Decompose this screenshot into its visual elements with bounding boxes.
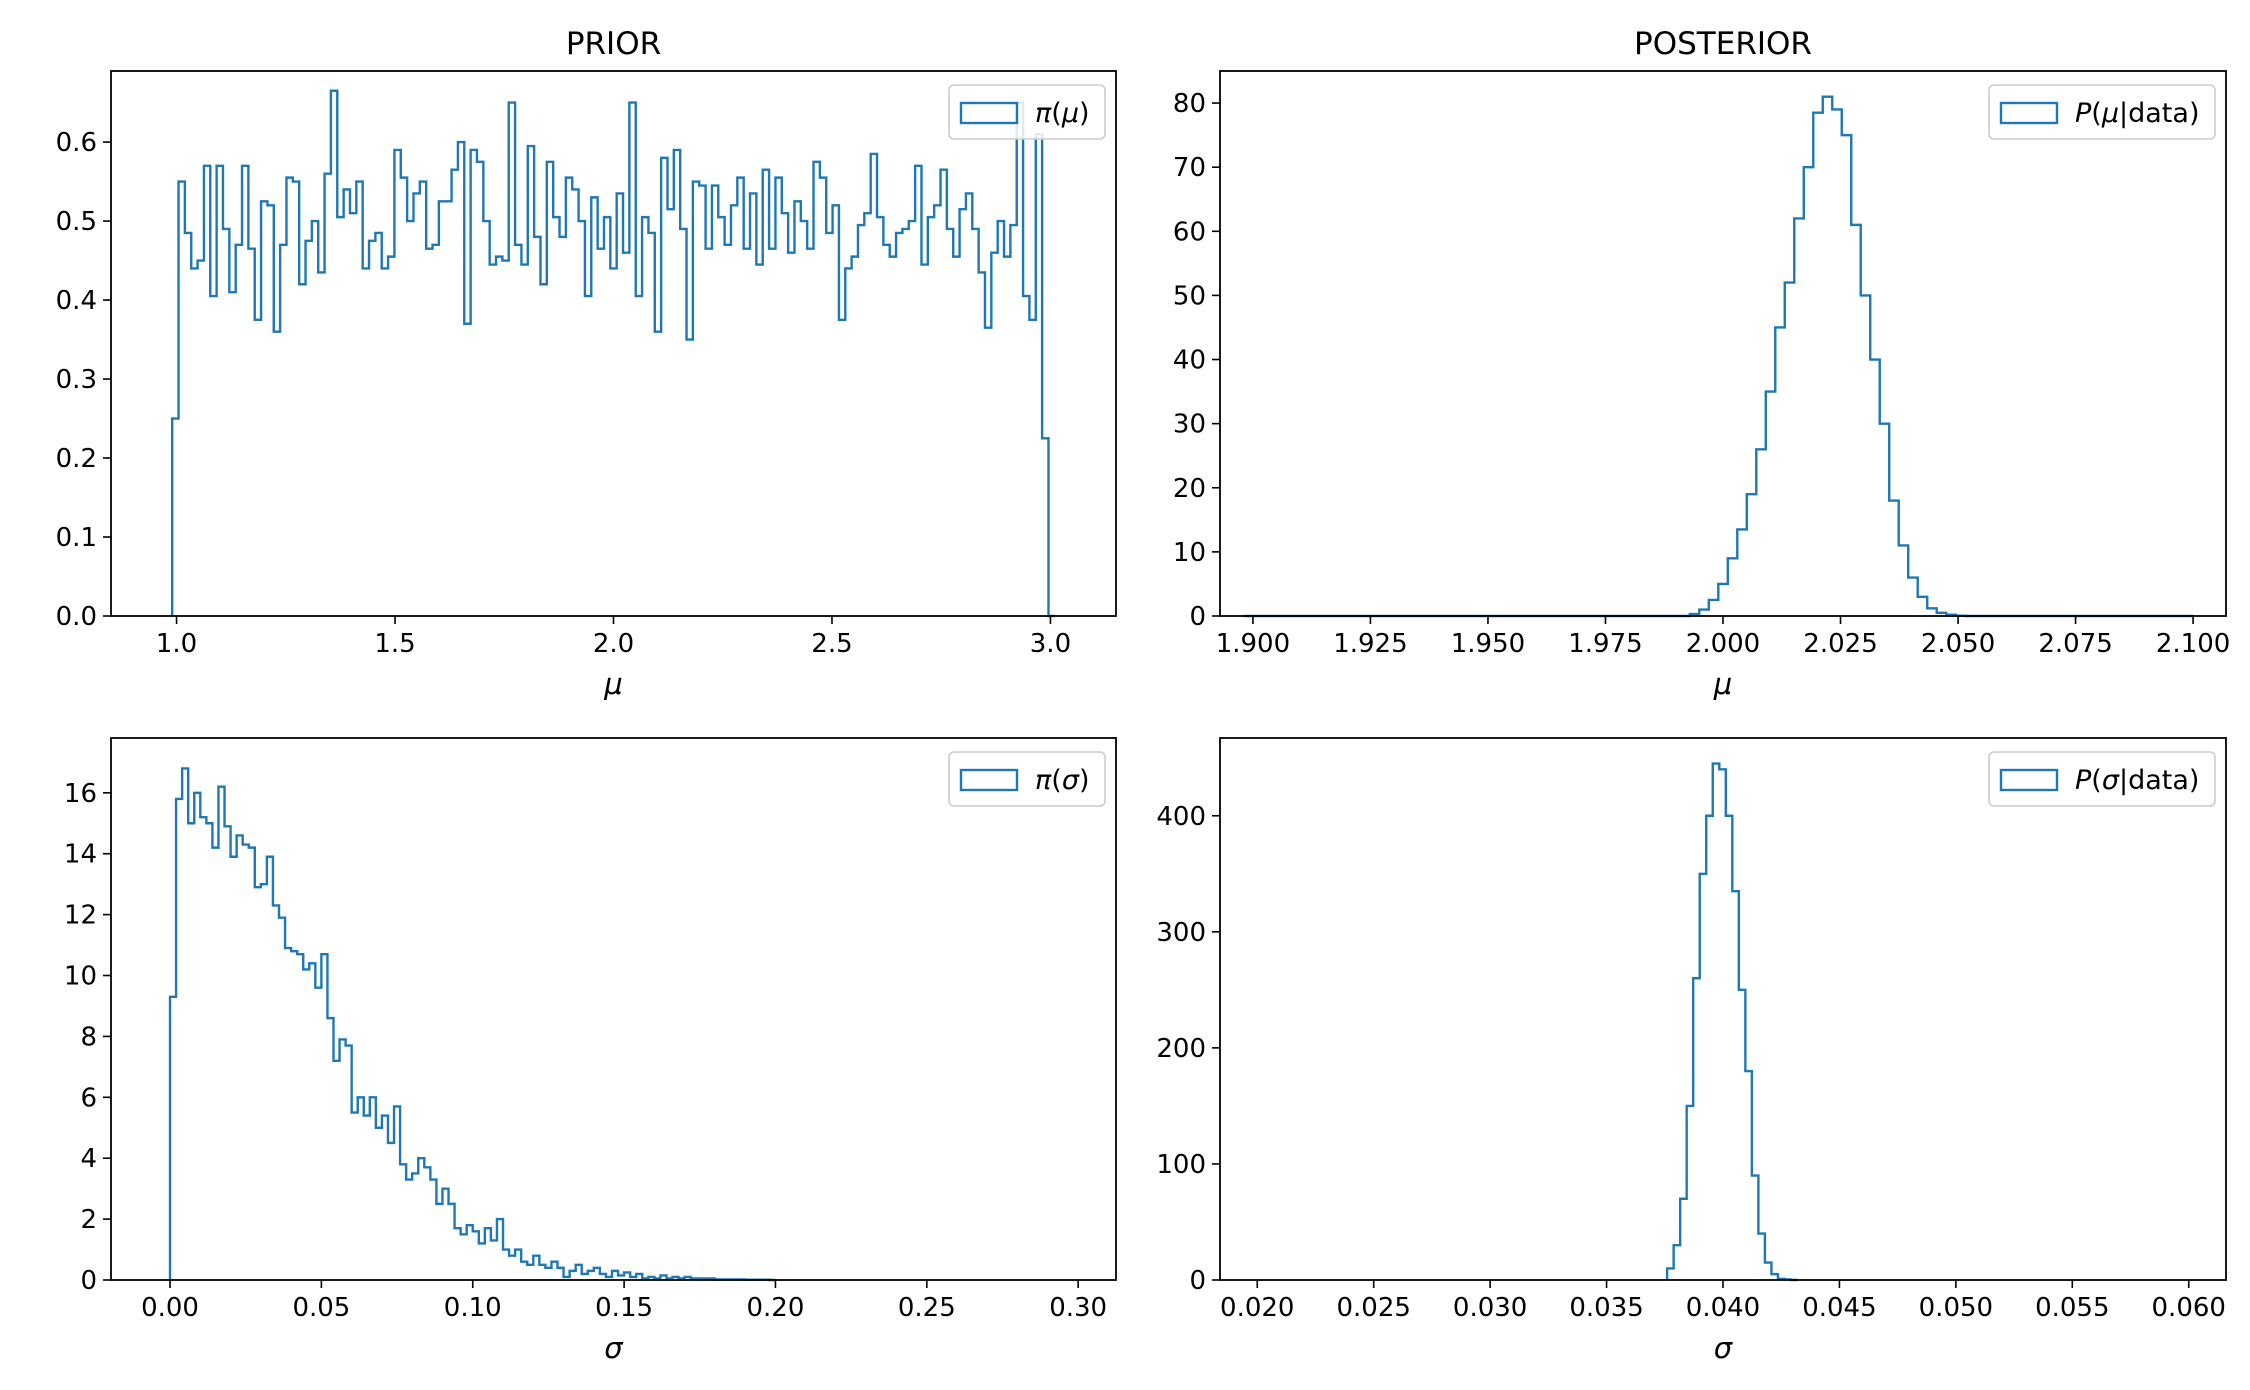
subplot-4: 0.020 0.025 0.030 0.035 0.040 0.045 0.050 0.055… [1156,737,2227,1365]
x-axis-label: μ [603,667,622,701]
y-tick-label: 8 [80,1022,97,1052]
legend-swatch [959,768,1019,792]
x-tick-label: 0.040 [1686,1293,1760,1323]
subplot-1: 1.0 1.5 2.0 2.5 3.0 0.0 0.1 0.2 0.3 0.4 0.5 0.6 PRIO… [56,26,1117,701]
x-tick-label: 1.5 [374,629,415,659]
x-tick-label: 1.900 [1216,629,1290,659]
legend: P(σ|data) [1988,751,2216,807]
x-tick-label: 2.5 [811,629,852,659]
axes-frame [1219,70,2227,617]
legend-box [1988,751,2216,807]
y-tick-label: 50 [1173,281,1206,311]
legend-label: π(μ) [1035,98,1090,129]
x-tick-label: 0.10 [444,1293,502,1323]
x-tick-label: 0.055 [2035,1293,2109,1323]
y-tick-label: 60 [1173,217,1206,247]
y-tick-label: 0 [1189,602,1206,632]
y-tick-label: 2 [80,1205,97,1235]
y-tick-label: 300 [1156,918,1206,948]
x-axis-label: μ [1713,667,1732,701]
y-tick-label: 100 [1156,1150,1206,1180]
y-tick-label: 10 [1173,538,1206,568]
x-tick-label: 0.020 [1220,1293,1294,1323]
histogram-series-line [170,89,1055,618]
y-tick-label: 10 [64,962,97,992]
x-tick-label: 2.025 [1803,629,1877,659]
x-tick-label: 0.030 [1453,1293,1527,1323]
x-tick-label: 2.050 [1921,629,1995,659]
legend-box [1988,84,2216,140]
histogram-series-line [1665,762,1798,1282]
y-tick-label: 0.4 [56,286,97,316]
subplot-title: POSTERIOR [1634,26,1812,62]
x-tick-label: 0.25 [898,1293,956,1323]
x-axis-label: σ [1714,1331,1734,1365]
legend-box [948,751,1106,807]
y-tick-label: 70 [1173,153,1206,183]
y-tick-label: 6 [80,1083,97,1113]
legend-swatch [1999,101,2059,125]
x-tick-label: 2.0 [593,629,634,659]
x-tick-label: 1.975 [1568,629,1642,659]
y-tick-label: 0 [80,1266,97,1296]
legend-swatch [959,101,1019,125]
histogram-series-line [1243,95,2194,618]
x-tick-label: 0.025 [1336,1293,1410,1323]
y-tick-label: 0 [1189,1266,1206,1296]
histogram-series-line [168,767,776,1282]
x-tick-label: 0.00 [141,1293,199,1323]
y-tick-label: 12 [64,901,97,931]
x-tick-label: 0.05 [292,1293,350,1323]
x-tick-label: 2.000 [1686,629,1760,659]
x-tick-label: 1.950 [1451,629,1525,659]
legend: P(μ|data) [1988,84,2216,140]
legend-label: π(σ) [1035,765,1089,796]
legend: π(μ) [948,84,1106,140]
x-tick-label: 2.100 [2156,629,2230,659]
subplot-3: 0.00 0.05 0.10 0.15 0.20 0.25 0.30 0 2 4 6 8 10 12 14 1… [64,737,1117,1365]
y-tick-label: 0.2 [56,444,97,474]
y-tick-label: 4 [80,1144,97,1174]
x-axis-label: σ [604,1331,624,1365]
legend-label: P(σ|data) [2075,765,2199,796]
y-tick-label: 0.0 [56,602,97,632]
x-tick-label: 0.20 [747,1293,805,1323]
axes-frame [110,737,1117,1281]
y-tick-label: 0.5 [56,207,97,237]
y-tick-label: 20 [1173,474,1206,504]
legend-label: P(μ|data) [2075,98,2199,129]
x-tick-label: 0.15 [595,1293,653,1323]
axes-frame [1219,737,2227,1281]
x-tick-label: 2.075 [2038,629,2112,659]
x-tick-label: 1.0 [156,629,197,659]
y-tick-label: 16 [64,779,97,809]
x-tick-label: 0.050 [1919,1293,1993,1323]
legend: π(σ) [948,751,1106,807]
y-tick-label: 200 [1156,1034,1206,1064]
axes-frame [110,70,1117,617]
x-tick-label: 0.30 [1049,1293,1107,1323]
y-tick-label: 14 [64,840,97,870]
y-tick-label: 40 [1173,346,1206,376]
y-tick-label: 30 [1173,410,1206,440]
x-tick-label: 3.0 [1030,629,1071,659]
x-tick-label: 0.045 [1802,1293,1876,1323]
legend-swatch [1999,768,2059,792]
y-tick-label: 0.3 [56,365,97,395]
subplot-2: 1.900 1.925 1.950 1.975 2.000 2.025 2.050 2.075… [1173,26,2230,701]
legend-box [948,84,1106,140]
x-tick-label: 1.925 [1333,629,1407,659]
y-tick-label: 0.6 [56,128,97,158]
y-tick-label: 0.1 [56,523,97,553]
x-tick-label: 0.060 [2152,1293,2226,1323]
x-tick-label: 0.035 [1569,1293,1643,1323]
y-tick-label: 80 [1173,89,1206,119]
y-tick-label: 400 [1156,802,1206,832]
subplot-title: PRIOR [566,26,661,62]
